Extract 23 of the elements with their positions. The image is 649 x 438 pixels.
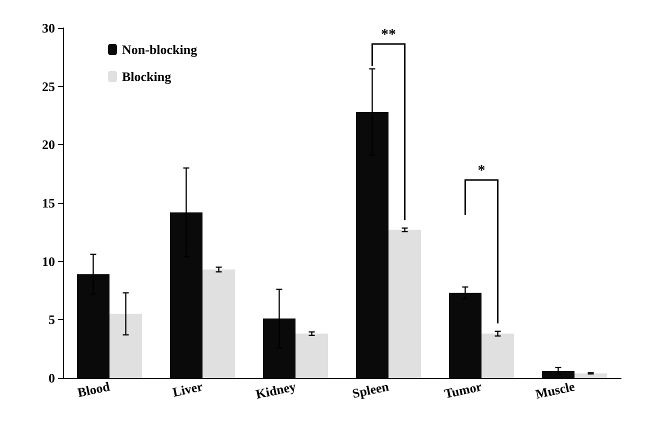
x-tick-label: Liver (171, 378, 204, 400)
x-tick-label: Muscle (534, 378, 576, 402)
x-tick-label: Spleen (350, 378, 391, 401)
y-tick-label: 5 (48, 312, 56, 328)
legend-label: Blocking (122, 69, 172, 84)
y-tick-label: 10 (42, 254, 55, 269)
bar (482, 334, 514, 378)
bar (574, 373, 608, 378)
y-tick-label: 15 (42, 196, 56, 210)
y-tick-label: 0 (48, 370, 55, 386)
y-tick-label: 20 (42, 137, 55, 152)
x-tick-label: Kidney (254, 378, 298, 402)
legend-label: Non-blocking (122, 42, 198, 57)
bar (296, 334, 328, 378)
bar (202, 270, 236, 378)
y-tick-label: 30 (42, 20, 55, 36)
bar (110, 314, 142, 378)
annotation: * (478, 163, 486, 179)
x-tick-label: Tumor (443, 378, 484, 402)
y-tick-label: 25 (42, 78, 56, 94)
x-tick-label: Blood (76, 378, 112, 400)
bar (388, 230, 422, 378)
annotation: ** (381, 27, 396, 43)
